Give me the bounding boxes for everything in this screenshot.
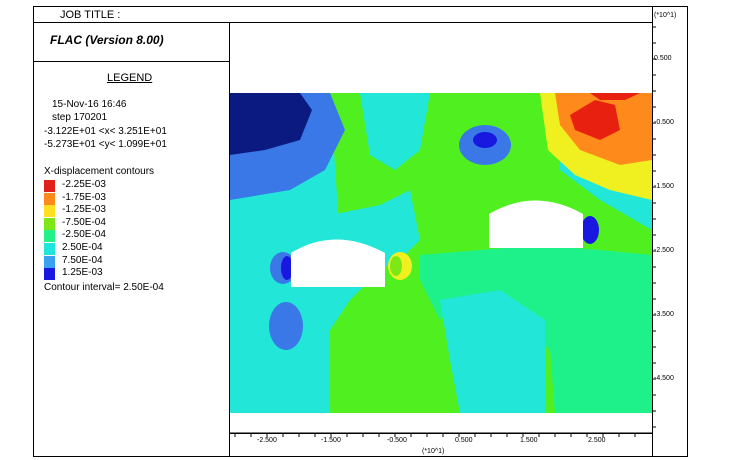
plot-frame bbox=[33, 6, 688, 457]
legend-swatch bbox=[44, 255, 55, 268]
legend-item-label: -1.75E-03 bbox=[62, 191, 106, 203]
contour-interval: Contour interval= 2.50E-04 bbox=[44, 282, 164, 293]
job-title-label: JOB TITLE : bbox=[60, 9, 121, 21]
right-tick: 0.500 bbox=[654, 55, 672, 62]
right-tick: -1.500 bbox=[654, 183, 674, 190]
legend-item-label: 7.50E-04 bbox=[62, 254, 103, 266]
right-axis-line bbox=[652, 6, 653, 457]
bottom-tick: 0.500 bbox=[455, 437, 473, 444]
opening-right bbox=[489, 200, 583, 248]
legend-item-label: -7.50E-04 bbox=[62, 216, 106, 228]
bottom-tick: 2.500 bbox=[588, 437, 606, 444]
bottom-tick: 1.500 bbox=[520, 437, 538, 444]
opening-left bbox=[291, 239, 385, 287]
right-axis-multiplier: (*10^1) bbox=[654, 12, 677, 19]
legend-item-label: -2.50E-04 bbox=[62, 229, 106, 241]
right-tick-marks bbox=[652, 26, 656, 428]
right-tick: -2.500 bbox=[654, 247, 674, 254]
right-tick: -0.500 bbox=[654, 119, 674, 126]
legend-step: step 170201 bbox=[52, 112, 108, 123]
right-tick: -3.500 bbox=[654, 311, 674, 318]
legend-swatch bbox=[44, 243, 55, 255]
right-tick: -4.500 bbox=[654, 375, 674, 382]
legend-datetime: 15-Nov-16 16:46 bbox=[52, 99, 127, 110]
legend-item-label: -2.25E-03 bbox=[62, 179, 106, 190]
legend-swatch bbox=[44, 205, 55, 218]
legend-swatch bbox=[44, 192, 55, 205]
bottom-axis-multiplier: (*10^1) bbox=[422, 448, 445, 455]
bottom-tick: -2.500 bbox=[257, 437, 277, 444]
bottom-tick: -0.500 bbox=[387, 437, 407, 444]
legend-swatch bbox=[44, 230, 55, 243]
legend-y-range: -5.273E+01 <y< 1.099E+01 bbox=[44, 139, 167, 150]
legend-swatch bbox=[44, 180, 55, 192]
title-divider bbox=[33, 61, 230, 62]
bottom-tick-marks bbox=[234, 433, 636, 437]
legend-item-label: 1.25E-03 bbox=[62, 267, 103, 279]
legend-title: LEGEND bbox=[107, 72, 153, 84]
legend-swatch bbox=[44, 268, 55, 281]
contour-field bbox=[230, 93, 652, 413]
legend-item-label: -1.25E-03 bbox=[62, 204, 106, 216]
contour-title: X-displacement contours bbox=[44, 166, 155, 177]
bottom-tick: -1.500 bbox=[321, 437, 341, 444]
legend-swatch bbox=[44, 217, 55, 230]
legend-x-range: -3.122E+01 <x< 3.251E+01 bbox=[44, 126, 167, 137]
app-title: FLAC (Version 8.00) bbox=[50, 33, 164, 47]
header-divider bbox=[33, 22, 652, 23]
legend-item-label: 2.50E-04 bbox=[62, 242, 103, 253]
legend-divider bbox=[229, 22, 230, 457]
